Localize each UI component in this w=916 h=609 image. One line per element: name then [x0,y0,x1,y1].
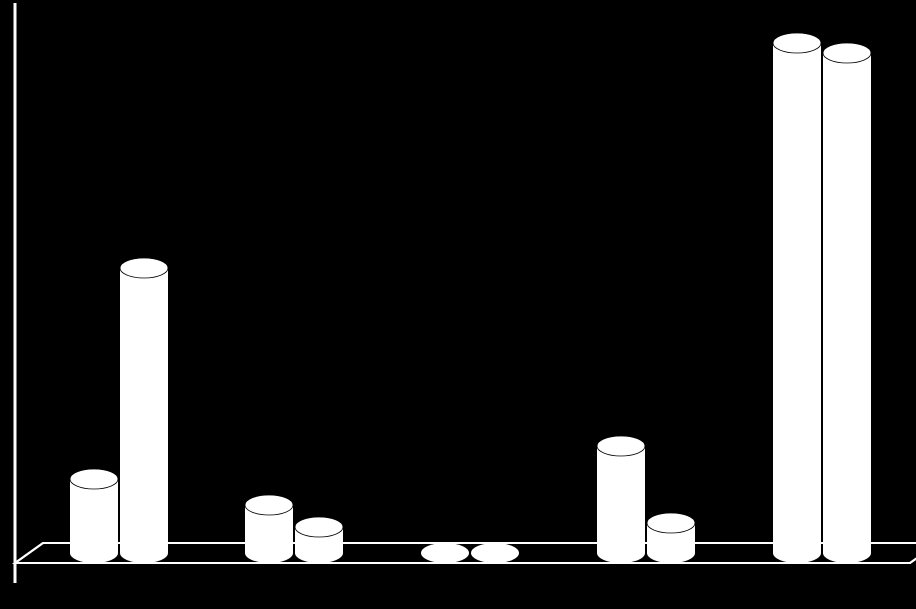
bar-chart-3d [0,0,916,609]
chart-svg [0,0,916,609]
